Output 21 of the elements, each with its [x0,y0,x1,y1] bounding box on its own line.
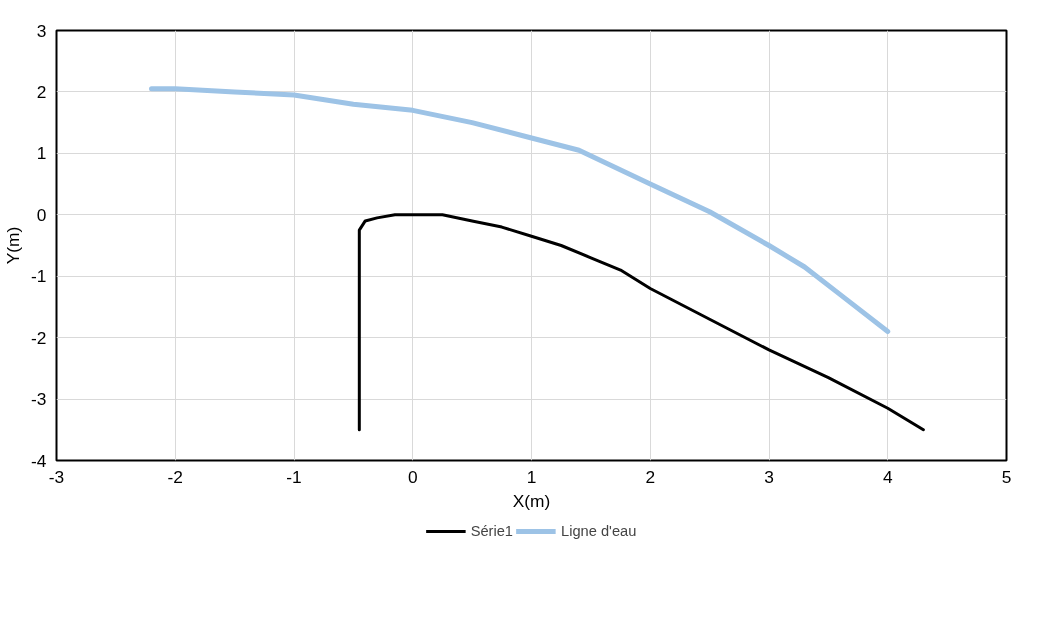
x-tick-label: 5 [1001,466,1012,487]
y-axis-title: Y(m) [3,226,24,265]
legend-label: Ligne d'eau [561,523,637,539]
y-tick-label: -4 [31,450,47,471]
x-tick-label: 4 [882,466,893,487]
y-tick-label: 2 [36,81,47,102]
x-tick-label: 2 [645,466,656,487]
y-tick-label: 0 [36,204,47,225]
x-tick-label: 0 [407,466,418,487]
x-tick-label: 3 [764,466,774,487]
y-tick-label: -1 [31,266,47,287]
y-tick-label: -3 [31,389,47,410]
x-tick-label: -2 [167,466,183,487]
x-tick-label: 1 [526,466,537,487]
legend-label: Série1 [470,523,514,539]
y-tick-label: 1 [36,143,47,164]
y-tick-label: -2 [31,327,47,348]
x-axis-title: X(m) [512,490,551,511]
x-tick-label: -1 [286,466,302,487]
y-tick-label: 3 [36,20,47,41]
line-series [357,213,925,432]
